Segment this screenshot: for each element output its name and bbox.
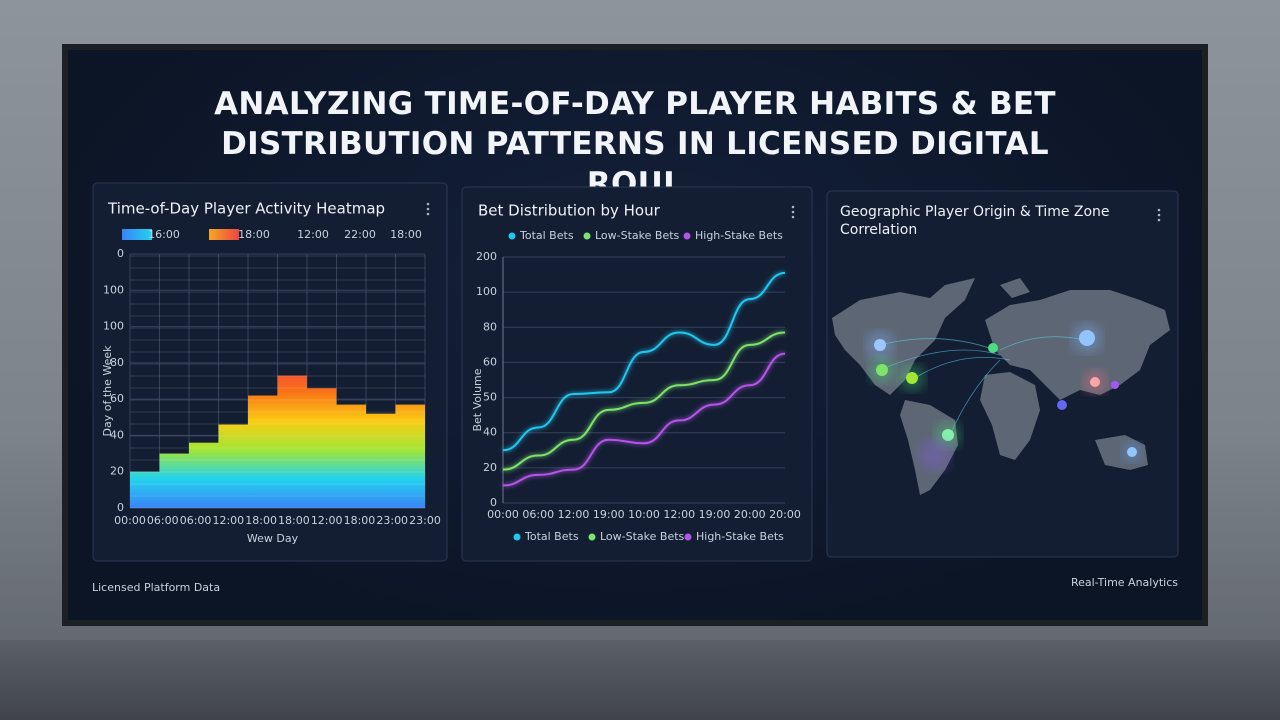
y-tick-label: 60 [110, 392, 124, 405]
x-tick-label: 18:00 [278, 514, 310, 527]
legend-label: Low-Stake Bets [600, 530, 685, 543]
x-tick-label: 12:00 [558, 508, 590, 521]
y-tick-label: 40 [483, 426, 497, 439]
x-tick-label: 19:00 [699, 508, 731, 521]
series-line [502, 352, 786, 487]
legend-label: 18:00 [390, 228, 422, 241]
legend-label: Low-Stake Bets [595, 229, 680, 242]
legend-swatch [209, 229, 239, 240]
footer-left: Licensed Platform Data [92, 581, 220, 594]
x-tick-label: 18:00 [245, 514, 277, 527]
y-axis-label: Bet Volume [471, 368, 484, 431]
legend-dot [513, 533, 521, 541]
legend-label: 12:00 [297, 228, 329, 241]
heat-bar [277, 375, 307, 508]
x-tick-label: 18:00 [344, 514, 376, 527]
x-tick-label: 23:00 [409, 514, 441, 527]
panel-title-box: Geographic Player Origin & Time Zone Cor… [840, 204, 1110, 238]
y-tick-label: 0 [490, 496, 497, 509]
legend-label: Total Bets [519, 229, 574, 242]
x-tick-label: 12:00 [311, 514, 343, 527]
x-tick-label: 00:00 [487, 508, 519, 521]
y-tick-label: 80 [483, 320, 497, 333]
room-floor [0, 640, 1280, 720]
y-tick-label: 100 [476, 285, 497, 298]
x-tick-label: 23:00 [376, 514, 408, 527]
y-tick-label: 100 [103, 283, 124, 296]
footer-right: Real-Time Analytics [1071, 576, 1178, 589]
series-line [502, 331, 786, 471]
y-tick-label: 0 [117, 247, 124, 260]
y-tick-label: 100 [103, 320, 124, 333]
page-title: ANALYZING TIME-OF-DAY PLAYER HABITS & BE… [214, 86, 1056, 202]
map-hotspots [866, 323, 1142, 471]
y-axis-label: Day of the Week [101, 345, 114, 437]
y-tick-label: 200 [476, 250, 497, 263]
heat-bar [218, 424, 248, 508]
x-tick-label: 12:00 [663, 508, 695, 521]
legend-label: High-Stake Bets [695, 229, 783, 242]
y-tick-label: 50 [483, 391, 497, 404]
panel [461, 186, 813, 562]
heat-bar [395, 404, 425, 508]
y-tick-label: 20 [483, 461, 497, 474]
legend-dot [583, 232, 591, 240]
x-tick-label: 20:00 [734, 508, 766, 521]
x-tick-label: 10:00 [628, 508, 660, 521]
y-tick-label: 0 [117, 501, 124, 514]
x-tick-label: 12:00 [212, 514, 244, 527]
menu-icons [426, 202, 1161, 222]
x-axis-label: Wew Day [247, 532, 299, 545]
y-tick-label: 40 [110, 428, 124, 441]
panel-title: Time-of-Day Player Activity Heatmap [107, 200, 385, 218]
legend-label: Total Bets [524, 530, 579, 543]
legend-dot [588, 533, 596, 541]
heat-bar [159, 453, 189, 508]
x-tick-label: 00:00 [114, 514, 146, 527]
x-tick-label: 06:00 [522, 508, 554, 521]
heat-bar [189, 442, 219, 508]
legend-dot [684, 533, 692, 541]
legend-label: High-Stake Bets [696, 530, 784, 543]
heat-bar [366, 413, 396, 508]
panel-title: Geographic Player Origin & Time Zone Cor… [840, 204, 1110, 238]
legend-label: 16:00 [148, 228, 180, 241]
legend-dot [508, 232, 516, 240]
heat-bar [130, 471, 160, 508]
heat-bar [248, 395, 278, 508]
legend-label: 18:00 [238, 228, 270, 241]
legend-swatch [122, 229, 152, 240]
panel-title: Bet Distribution by Hour [478, 202, 661, 220]
legend-label: 22:00 [344, 228, 376, 241]
y-tick-label: 60 [483, 355, 497, 368]
legend-dot [683, 232, 691, 240]
x-tick-label: 06:00 [147, 514, 179, 527]
x-tick-label: 06:00 [180, 514, 212, 527]
x-tick-label: 20:00 [769, 508, 801, 521]
x-tick-label: 19:00 [593, 508, 625, 521]
y-tick-label: 80 [110, 356, 124, 369]
y-tick-label: 20 [110, 465, 124, 478]
heat-bar [336, 404, 366, 508]
series-line [502, 271, 786, 452]
heat-bar [307, 388, 337, 508]
